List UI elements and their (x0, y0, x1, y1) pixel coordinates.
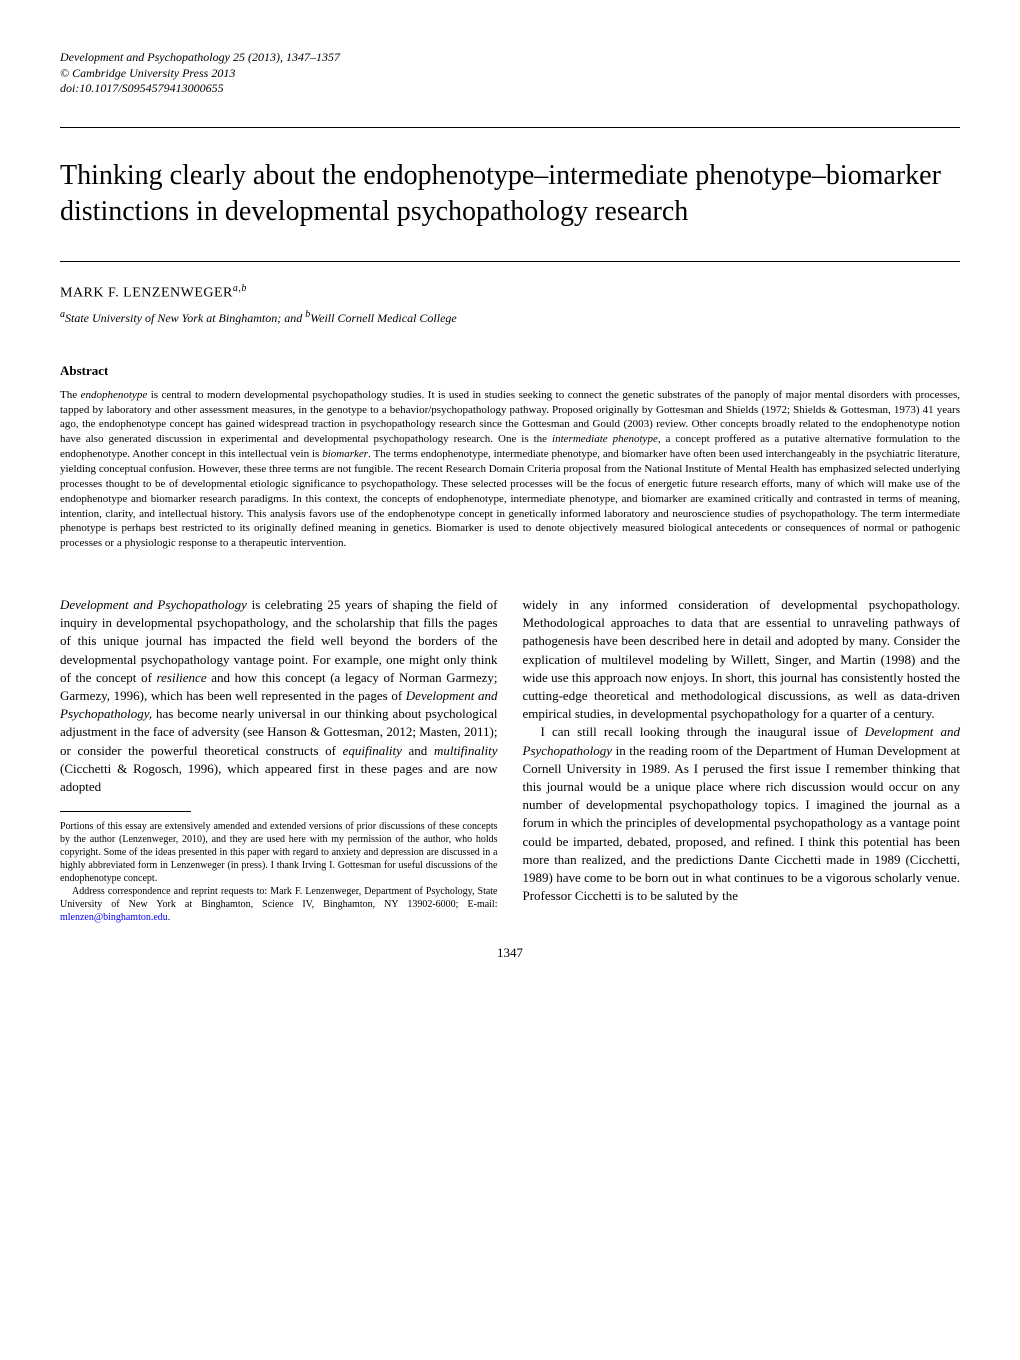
author-superscript: a,b (233, 283, 247, 294)
abstract-text: The endophenotype is central to modern d… (60, 388, 960, 551)
article-title: Thinking clearly about the endophenotype… (60, 158, 960, 231)
affiliation-b-text: Weill Cornell Medical College (310, 311, 457, 325)
right-column: widely in any informed consideration of … (523, 596, 961, 924)
header-meta: Development and Psychopathology 25 (2013… (60, 50, 960, 97)
footnote-2: Address correspondence and reprint reque… (60, 885, 498, 924)
title-divider (60, 261, 960, 262)
body-em: Development and Psychopathology (60, 597, 247, 612)
abstract-span-4: . The terms endophenotype, intermediate … (60, 448, 960, 549)
abstract-span-1: The (60, 389, 81, 401)
footnote-1: Portions of this essay are extensively a… (60, 820, 498, 885)
body-em: multifinality (434, 743, 498, 758)
body-paragraph-2: widely in any informed consideration of … (523, 596, 961, 723)
body-span: in the reading room of the Department of… (523, 743, 961, 904)
abstract-em-1: endophenotype (81, 389, 148, 401)
page-number: 1347 (60, 944, 960, 962)
body-columns: Development and Psychopathology is celeb… (60, 596, 960, 924)
body-paragraph-1: Development and Psychopathology is celeb… (60, 596, 498, 796)
body-span: and (402, 743, 434, 758)
copyright-line: © Cambridge University Press 2013 (60, 66, 960, 82)
body-span: (Cicchetti & Rogosch, 1996), which appea… (60, 761, 498, 794)
abstract-heading: Abstract (60, 362, 960, 380)
footnote-text: Address correspondence and reprint reque… (60, 886, 498, 910)
body-span: I can still recall looking through the i… (541, 724, 865, 739)
affiliation-a-text: State University of New York at Binghamt… (65, 311, 305, 325)
affiliation-line: aState University of New York at Bingham… (60, 308, 960, 327)
footnote-text-after: . (168, 912, 171, 923)
abstract-em-2: intermediate phenotype (552, 433, 658, 445)
author-name: MARK F. LENZENWEGER (60, 285, 233, 300)
doi-line: doi:10.1017/S0954579413000655 (60, 81, 960, 97)
body-em: resilience (157, 670, 207, 685)
body-paragraph-3: I can still recall looking through the i… (523, 723, 961, 905)
top-divider (60, 127, 960, 128)
abstract-em-3: biomarker (322, 448, 368, 460)
body-em: equifinality (343, 743, 402, 758)
author-line: MARK F. LENZENWEGERa,b (60, 282, 960, 303)
left-column: Development and Psychopathology is celeb… (60, 596, 498, 924)
footnote-divider (60, 811, 191, 812)
journal-reference: Development and Psychopathology 25 (2013… (60, 50, 960, 66)
footnote-email-link[interactable]: mlenzen@binghamton.edu (60, 912, 168, 923)
